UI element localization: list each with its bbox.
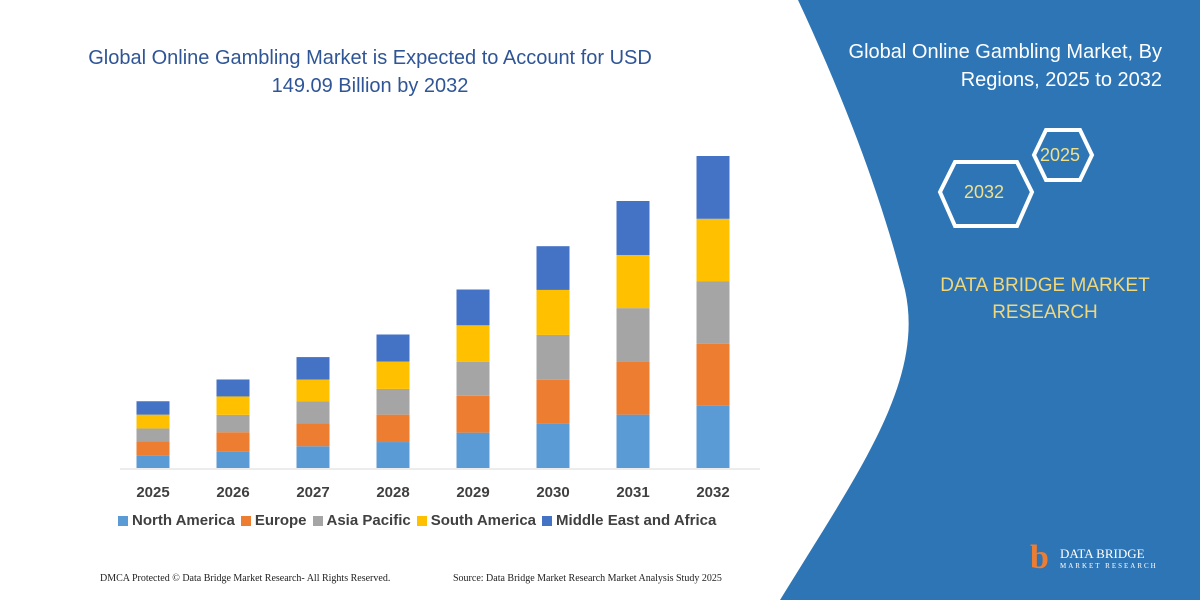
- brand-text: DATA BRIDGE MARKET RESEARCH: [940, 275, 1150, 323]
- legend-swatch: [416, 515, 427, 526]
- bar-2027-asia-pacific: [296, 401, 330, 424]
- legend-label: South America: [430, 512, 537, 529]
- hexagon-2025: [1031, 128, 1095, 182]
- hex-label-2025: 2025: [1040, 145, 1081, 165]
- right-blue-panel: [780, 0, 1200, 600]
- logo-subtext: MARKET RESEARCH: [1060, 562, 1158, 570]
- chart-title: Global Online Gambling Market is Expecte…: [88, 47, 652, 97]
- legend-label: Asia Pacific: [326, 512, 411, 529]
- bar-2032-north-america: [696, 405, 730, 468]
- bar-2031-middle-east-and-africa: [616, 200, 650, 255]
- bar-2032-middle-east-and-africa: [696, 156, 730, 219]
- x-tick-label: 2032: [696, 484, 729, 501]
- bar-2030-north-america: [536, 423, 570, 468]
- legend-label: North America: [132, 512, 235, 529]
- legend-item: Middle East and Africa: [542, 512, 716, 529]
- legend-item: North America: [118, 512, 235, 529]
- bar-2032-europe: [696, 343, 730, 406]
- x-tick-label: 2028: [376, 484, 409, 501]
- bar-2031-asia-pacific: [616, 308, 650, 362]
- copyright-text: DMCA Protected © Data Bridge Market Rese…: [100, 573, 391, 584]
- logo: b DATA BRIDGE MARKET RESEARCH: [1030, 540, 1158, 576]
- bar-2028-europe: [376, 414, 410, 443]
- legend-label: Europe: [254, 512, 307, 529]
- bar-2029-europe: [456, 395, 490, 433]
- bar-2025-middle-east-and-africa: [136, 401, 170, 415]
- bar-2028-south-america: [376, 361, 410, 389]
- bar-2028-middle-east-and-africa: [376, 334, 410, 362]
- legend: North America Europe Asia Pacific South Ame…: [118, 512, 716, 529]
- legend-item: South America: [416, 512, 537, 529]
- bar-2028-asia-pacific: [376, 388, 410, 415]
- logo-text: DATA BRIDGE: [1060, 546, 1145, 561]
- hexagon-2032: [937, 160, 1035, 228]
- x-tick-label: 2029: [456, 484, 489, 501]
- bar-2026-asia-pacific: [216, 414, 250, 433]
- legend-swatch: [312, 515, 323, 526]
- bar-2027-north-america: [296, 446, 330, 468]
- x-tick-label: 2026: [216, 484, 249, 501]
- bar-2030-middle-east-and-africa: [536, 246, 570, 290]
- x-tick-label: 2027: [296, 484, 329, 501]
- legend-swatch: [542, 515, 553, 526]
- bar-2030-south-america: [536, 289, 570, 335]
- bar-2025-europe: [136, 441, 170, 456]
- bar-2026-south-america: [216, 396, 250, 415]
- legend-item: Asia Pacific: [312, 512, 411, 529]
- x-tick-label: 2031: [616, 484, 649, 501]
- legend-swatch: [240, 515, 251, 526]
- bar-2027-south-america: [296, 379, 330, 402]
- x-tick-label: 2030: [536, 484, 569, 501]
- bar-2026-north-america: [216, 451, 250, 468]
- bar-2028-north-america: [376, 442, 410, 468]
- source-text: Source: Data Bridge Market Research Mark…: [453, 573, 722, 584]
- legend-swatch: [118, 515, 128, 526]
- bar-2030-asia-pacific: [536, 334, 570, 380]
- bar-2025-asia-pacific: [136, 428, 170, 442]
- bar-2029-north-america: [456, 432, 490, 468]
- x-tick-label: 2025: [136, 484, 169, 501]
- bar-2025-south-america: [136, 414, 170, 429]
- bar-2031-south-america: [616, 254, 650, 309]
- bar-2031-north-america: [616, 414, 650, 468]
- bar-2030-europe: [536, 379, 570, 424]
- legend-item: Europe: [240, 512, 307, 529]
- panel-title: Global Online Gambling Market, By Region…: [848, 41, 1162, 91]
- logo-icon: b: [1030, 539, 1049, 576]
- bar-2027-middle-east-and-africa: [296, 357, 330, 380]
- bar-2031-europe: [616, 361, 650, 415]
- hex-label-2032: 2032: [964, 182, 1005, 202]
- bar-2029-south-america: [456, 325, 490, 362]
- bar-2025-north-america: [136, 455, 170, 468]
- bar-2027-europe: [296, 423, 330, 447]
- bar-2032-south-america: [696, 218, 730, 282]
- bar-2026-europe: [216, 432, 250, 452]
- bar-2029-middle-east-and-africa: [456, 289, 490, 326]
- bar-2032-asia-pacific: [696, 281, 730, 344]
- legend-label: Middle East and Africa: [556, 512, 717, 529]
- bar-2029-asia-pacific: [456, 361, 490, 396]
- bar-2026-middle-east-and-africa: [216, 379, 250, 397]
